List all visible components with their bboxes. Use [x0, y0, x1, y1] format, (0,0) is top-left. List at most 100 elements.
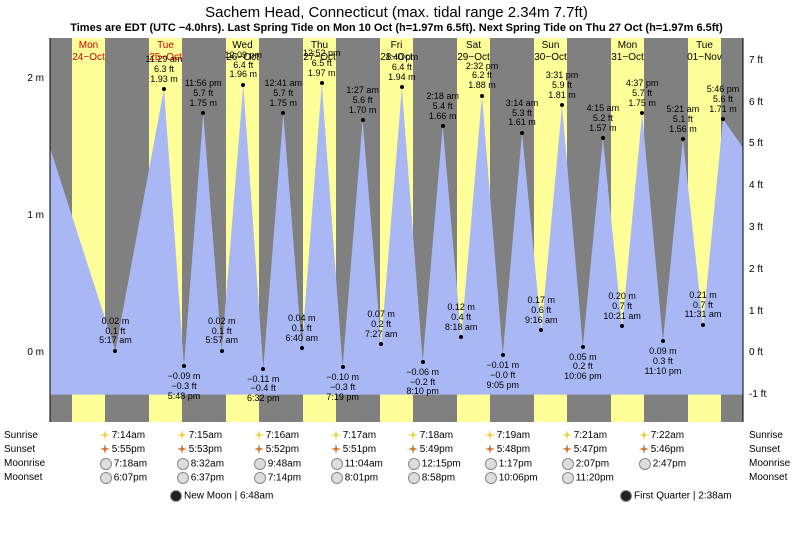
tide-point — [441, 124, 445, 128]
tide-label: 1:27 am5.6 ft1.70 m — [338, 86, 388, 116]
tide-label: 0.05 m0.2 ft10:06 pm — [558, 353, 608, 383]
astro-label-left: Moonrise — [4, 458, 45, 469]
astro-cell: 10:06pm — [485, 472, 555, 484]
astro-label-left: Moonset — [4, 472, 42, 483]
astro-cell: 5:53pm — [177, 444, 247, 455]
day-of-week: Fri — [367, 40, 427, 51]
tide-label: 0.21 m0.7 ft11:31 am — [678, 291, 728, 321]
astro-cell: 5:46pm — [639, 444, 709, 455]
moon-phase: New Moon | 6:48am — [170, 490, 273, 502]
day-of-week: Mon — [59, 40, 119, 51]
day-date: 25−Oct — [136, 52, 196, 63]
y-tick-left: 1 m — [27, 210, 44, 221]
astro-label-left: Sunset — [4, 444, 35, 455]
y-tick-right: 5 ft — [749, 138, 763, 149]
tide-label: 3:31 pm5.9 ft1.81 m — [537, 71, 587, 101]
tide-label: 0.12 m0.4 ft8:18 am — [436, 303, 486, 333]
tide-point — [241, 83, 245, 87]
astro-cell: 11:20pm — [562, 472, 632, 484]
tide-point — [379, 342, 383, 346]
tide-point — [661, 339, 665, 343]
tide-label: 0.07 m0.2 ft7:27 am — [356, 310, 406, 340]
astro-cell: 5:52pm — [254, 444, 324, 455]
day-of-week: Sat — [444, 40, 504, 51]
day-date: 31−Oct — [598, 52, 658, 63]
tide-label: −0.09 m−0.3 ft5:48 pm — [159, 372, 209, 402]
astro-cell: 12:15pm — [408, 458, 478, 470]
day-date: 24−Oct — [59, 52, 119, 63]
tide-label: −0.01 m−0.0 ft9:05 pm — [478, 361, 528, 391]
astro-cell: 6:37pm — [177, 472, 247, 484]
tide-label: 2:18 am5.4 ft1.66 m — [418, 92, 468, 122]
astro-cell: 5:55pm — [100, 444, 170, 455]
tide-point — [361, 118, 365, 122]
tide-point — [601, 136, 605, 140]
y-tick-right: 0 ft — [749, 347, 763, 358]
tide-label: 0.20 m0.7 ft10:21 am — [597, 292, 647, 322]
astro-cell: 6:07pm — [100, 472, 170, 484]
astro-cell: 8:58pm — [408, 472, 478, 484]
daylight-band — [226, 38, 260, 422]
y-tick-right: 2 ft — [749, 264, 763, 275]
tide-point — [480, 94, 484, 98]
tide-label: 12:41 am5.7 ft1.75 m — [258, 79, 308, 109]
astro-cell: 5:51pm — [331, 444, 401, 455]
tide-point — [421, 360, 425, 364]
tide-label: 0.09 m0.3 ft11:10 pm — [638, 347, 688, 377]
tide-label: 2:32 pm6.2 ft1.88 m — [457, 62, 507, 92]
day-of-week: Tue — [675, 40, 735, 51]
tide-point — [261, 367, 265, 371]
astro-cell: 7:21am — [562, 430, 632, 441]
astro-cell: 7:14pm — [254, 472, 324, 484]
daylight-band — [72, 38, 106, 422]
tide-point — [182, 364, 186, 368]
tide-label: 11:56 pm5.7 ft1.75 m — [178, 79, 228, 109]
chart-title: Sachem Head, Connecticut (max. tidal ran… — [0, 4, 793, 21]
astro-label-left: Sunrise — [4, 430, 38, 441]
astro-cell: 7:19am — [485, 430, 555, 441]
astro-cell: 7:22am — [639, 430, 709, 441]
day-date: 01−Nov — [675, 52, 735, 63]
y-tick-right: 4 ft — [749, 180, 763, 191]
astro-cell: 7:16am — [254, 430, 324, 441]
astro-label-right: Moonrise — [749, 458, 790, 469]
tide-point — [581, 345, 585, 349]
day-of-week: Tue — [136, 40, 196, 51]
astro-cell: 8:32am — [177, 458, 247, 470]
tide-label: 5:46 pm5.6 ft1.71 m — [698, 85, 748, 115]
tide-point — [501, 353, 505, 357]
day-date: 27−Oct — [290, 52, 350, 63]
day-of-week: Mon — [598, 40, 658, 51]
astro-cell: 8:01pm — [331, 472, 401, 484]
astro-cell: 2:47pm — [639, 458, 709, 470]
tide-label: 0.17 m0.6 ft9:16 am — [516, 296, 566, 326]
y-tick-right: 3 ft — [749, 222, 763, 233]
astro-cell: 7:14am — [100, 430, 170, 441]
y-tick-left: 2 m — [27, 73, 44, 84]
day-date: 29−Oct — [444, 52, 504, 63]
astro-cell: 9:48am — [254, 458, 324, 470]
astro-cell: 2:07pm — [562, 458, 632, 470]
astro-cell: 7:15am — [177, 430, 247, 441]
astro-cell: 7:17am — [331, 430, 401, 441]
tide-label: 0.02 m0.1 ft5:17 am — [90, 317, 140, 347]
y-tick-right: 7 ft — [749, 55, 763, 66]
tide-label: −0.10 m−0.3 ft7:19 pm — [318, 373, 368, 403]
astro-cell: 5:49pm — [408, 444, 478, 455]
y-tick-right: 1 ft — [749, 306, 763, 317]
day-date: 26−Oct — [213, 52, 273, 63]
day-of-week: Thu — [290, 40, 350, 51]
astro-cell: 11:04am — [331, 458, 401, 470]
astro-label-right: Moonset — [749, 472, 787, 483]
astro-label-right: Sunrise — [749, 430, 783, 441]
y-tick-left: 0 m — [27, 347, 44, 358]
astro-cell: 1:17pm — [485, 458, 555, 470]
day-date: 28−Oct — [367, 52, 427, 63]
tide-point — [162, 87, 166, 91]
tide-point — [701, 323, 705, 327]
tide-point — [721, 117, 725, 121]
day-date: 30−Oct — [521, 52, 581, 63]
tide-label: 0.04 m0.1 ft6:40 am — [277, 314, 327, 344]
chart-subtitle: Times are EDT (UTC −4.0hrs). Last Spring… — [0, 22, 793, 34]
day-of-week: Sun — [521, 40, 581, 51]
